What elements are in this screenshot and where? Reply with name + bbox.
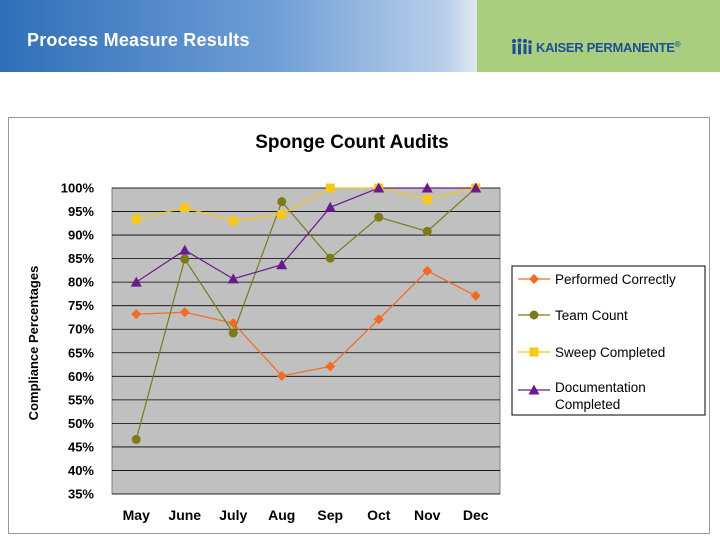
slide-title: Process Measure Results (27, 30, 250, 50)
logo-panel: KAISER PERMANENTE® (477, 0, 720, 72)
data-point (422, 194, 432, 204)
y-axis-label: Compliance Percentages (26, 266, 41, 421)
data-point (325, 253, 335, 263)
data-point (421, 182, 433, 193)
data-point (277, 197, 287, 207)
chart-frame (8, 117, 710, 534)
legend-marker (529, 310, 539, 320)
data-point (276, 259, 288, 270)
data-point (324, 201, 336, 212)
y-tick-label: 80% (68, 275, 94, 290)
x-tick-label: Aug (268, 507, 295, 523)
data-point (470, 182, 482, 193)
series-line-4 (135, 187, 476, 283)
data-point (325, 361, 336, 372)
y-tick-label: 70% (68, 322, 94, 337)
y-tick-label: 40% (68, 463, 94, 478)
legend-marker (529, 274, 539, 284)
y-tick-label: 45% (68, 439, 94, 454)
y-tick-label: 60% (68, 369, 94, 384)
data-point (180, 203, 190, 213)
y-tick-label: 65% (68, 345, 94, 360)
slide-header: Process Measure Results KAISER PERMANENT… (0, 0, 720, 72)
data-point (228, 216, 238, 226)
y-tick-label: 85% (68, 251, 94, 266)
data-point (277, 209, 287, 219)
legend-marker (529, 347, 539, 357)
x-tick-label: July (219, 507, 247, 523)
data-point (179, 244, 191, 255)
y-tick-label: 90% (68, 228, 94, 243)
x-tick-label: Nov (414, 507, 441, 523)
y-tick-label: 75% (68, 298, 94, 313)
series-line-1 (136, 270, 477, 377)
data-point (131, 434, 141, 444)
data-point (179, 307, 190, 318)
data-point (228, 318, 239, 329)
data-point (422, 226, 432, 236)
data-point (131, 214, 141, 224)
data-point (373, 182, 385, 193)
x-tick-label: Sep (317, 507, 343, 523)
data-point (180, 254, 190, 264)
legend-marker (528, 384, 540, 395)
logo-text: KAISER PERMANENTE® (536, 39, 681, 55)
chart-title: Sponge Count Audits (255, 132, 449, 153)
data-point (130, 276, 142, 287)
x-tick-label: Oct (367, 507, 391, 523)
plot-area (111, 187, 501, 495)
x-tick-label: Dec (463, 507, 489, 523)
series-line-2 (135, 187, 477, 440)
y-tick-label: 35% (68, 487, 94, 502)
y-tick-label: 50% (68, 416, 94, 431)
y-tick-label: 55% (68, 392, 94, 407)
x-tick-label: May (123, 507, 150, 523)
x-tick-label: June (168, 507, 201, 523)
legend-label: Team Count (555, 308, 628, 323)
data-point (422, 265, 433, 276)
data-point (373, 314, 384, 325)
data-point (374, 212, 384, 222)
data-point (227, 273, 239, 284)
data-point (470, 290, 481, 301)
legend-label: Performed Correctly (555, 272, 676, 287)
y-tick-label: 95% (68, 204, 94, 219)
legend-label: Documentation Completed (555, 380, 646, 412)
data-point (276, 370, 287, 381)
y-tick-label: 100% (61, 181, 95, 196)
series-line-3 (136, 187, 476, 222)
kaiser-people-icon (512, 38, 532, 55)
data-point (228, 328, 238, 338)
kaiser-logo: KAISER PERMANENTE® (511, 38, 681, 56)
legend-label: Sweep Completed (555, 345, 665, 360)
data-point (325, 183, 335, 193)
data-point (131, 309, 142, 320)
